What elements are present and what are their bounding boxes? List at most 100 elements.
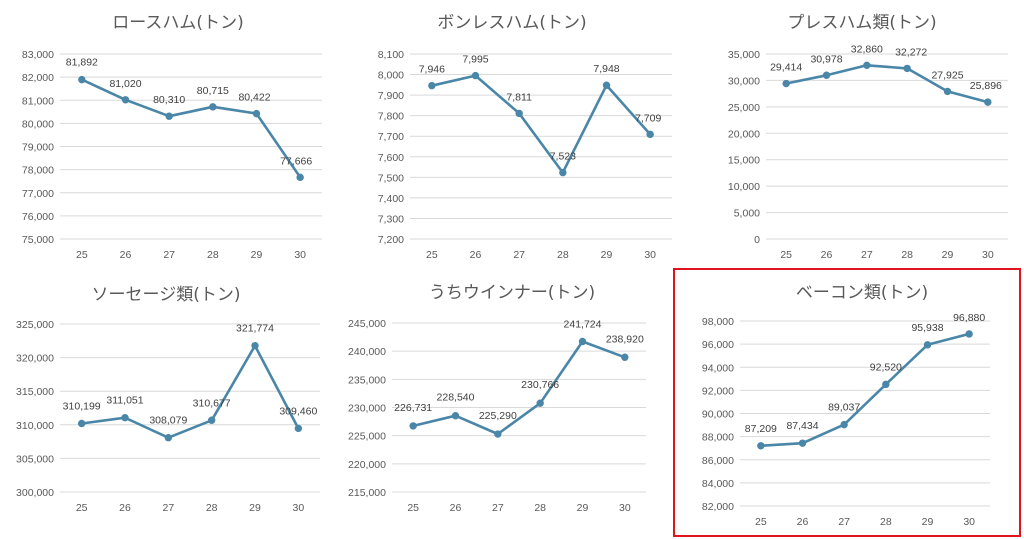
- chart-panel-boneless-ham: ボンレスハム(トン) 7,200 7,300 7,400 7,500 7,600 7,700…: [342, 0, 682, 270]
- x-tick-label: 30: [292, 502, 304, 514]
- y-tick-label: 320,000: [16, 353, 54, 365]
- data-label: 230,766: [521, 379, 559, 391]
- y-tick-label: 10,000: [728, 181, 760, 193]
- data-label: 7,709: [635, 112, 661, 124]
- chart-title: プレスハム類(トン): [787, 13, 936, 33]
- y-tick-label: 5,000: [734, 208, 760, 220]
- y-tick-label: 83,000: [22, 49, 54, 61]
- data-point: [294, 424, 303, 433]
- data-label: 81,020: [109, 78, 141, 90]
- y-tick-label: 7,800: [378, 111, 404, 123]
- data-label: 225,290: [479, 410, 517, 422]
- data-label: 309,460: [279, 405, 317, 417]
- data-point: [451, 412, 460, 420]
- y-tick-label: 230,000: [348, 403, 386, 415]
- data-label: 80,422: [238, 92, 270, 104]
- y-tick-label: 15,000: [728, 155, 760, 167]
- y-tick-label: 90,000: [702, 409, 734, 421]
- data-label: 92,520: [870, 361, 902, 373]
- x-tick-label: 25: [780, 249, 792, 261]
- x-tick-label: 29: [249, 502, 261, 514]
- x-tick-label: 26: [450, 502, 462, 514]
- x-tick-label: 25: [407, 502, 419, 514]
- x-tick-label: 28: [880, 516, 892, 528]
- series-line: [431, 74, 652, 174]
- data-point: [251, 341, 259, 350]
- x-tick-label: 30: [963, 516, 975, 528]
- data-point: [121, 96, 130, 104]
- data-point: [252, 109, 261, 118]
- x-tick-label: 28: [207, 249, 219, 261]
- y-tick-label: 30,000: [728, 75, 760, 87]
- y-tick-label: 7,200: [378, 234, 404, 246]
- y-tick-label: 7,500: [378, 172, 404, 184]
- y-tick-label: 96,000: [702, 339, 734, 351]
- chart-svg: ベーコン類(トン) 82,000 84,000 86,000 88,000 90,000 9…: [702, 283, 990, 528]
- data-point: [840, 420, 848, 429]
- chart-panel-roast-ham: ロースハム(トン) 75,000 76,000 77,000 78,000 79,000 8…: [0, 0, 340, 270]
- y-tick-label: 325,000: [16, 319, 54, 331]
- y-tick-label: 300,000: [16, 487, 54, 499]
- x-tick-label: 29: [601, 249, 613, 261]
- data-label: 310,677: [193, 397, 231, 409]
- y-tick-label: 77,000: [22, 188, 54, 200]
- y-tick-label: 94,000: [702, 362, 734, 374]
- y-tick-label: 215,000: [348, 487, 386, 499]
- data-point: [943, 87, 952, 96]
- chart-panel-sausage: ソーセージ類(トン) 300,000 305,000 310,000 315,000 32…: [0, 270, 340, 539]
- data-point: [515, 109, 523, 118]
- data-point: [923, 341, 932, 349]
- data-label: 7,811: [506, 91, 532, 103]
- data-label: 27,925: [931, 69, 963, 81]
- data-label: 7,948: [593, 63, 619, 75]
- y-tick-label: 220,000: [348, 459, 386, 471]
- y-tick-label: 86,000: [702, 455, 734, 467]
- y-tick-label: 80,000: [22, 118, 54, 130]
- data-label: 95,938: [911, 322, 943, 334]
- data-point: [494, 430, 502, 438]
- data-label: 7,523: [550, 151, 576, 163]
- data-label: 87,209: [745, 423, 777, 435]
- x-tick-label: 28: [534, 502, 546, 514]
- data-label: 226,731: [394, 402, 432, 414]
- x-tick-label: 26: [821, 249, 833, 261]
- y-tick-label: 7,900: [378, 90, 404, 102]
- data-label: 96,880: [953, 312, 985, 324]
- data-point: [209, 103, 217, 111]
- series-line: [785, 64, 989, 104]
- x-tick-label: 29: [922, 516, 934, 528]
- data-point: [757, 442, 765, 450]
- chart-panel-wiener: うちウインナー(トン) 215,000 220,000 225,000 230,000 2…: [342, 270, 682, 539]
- x-tick-label: 29: [942, 249, 954, 261]
- data-label: 80,715: [197, 85, 229, 97]
- series-line: [81, 78, 302, 179]
- data-point: [984, 98, 992, 106]
- data-point: [798, 439, 807, 447]
- data-point: [621, 353, 629, 361]
- data-point: [164, 434, 173, 442]
- x-tick-label: 27: [861, 249, 873, 261]
- data-point: [903, 64, 911, 73]
- data-label: 311,051: [106, 395, 143, 407]
- chart-title: うちウインナー(トン): [429, 283, 595, 303]
- data-label: 30,978: [810, 53, 842, 65]
- x-tick-label: 30: [982, 249, 994, 261]
- data-label: 87,434: [786, 420, 818, 432]
- chart-svg: プレスハム類(トン) 0 5,000 10,000 15,000 20,000 25,000…: [728, 13, 1008, 261]
- x-tick-label: 26: [470, 249, 482, 261]
- y-tick-label: 35,000: [728, 49, 760, 61]
- y-tick-label: 92,000: [702, 385, 734, 397]
- data-label: 32,272: [895, 46, 927, 58]
- y-tick-label: 25,000: [728, 102, 760, 114]
- series-line: [760, 332, 970, 448]
- data-point: [78, 75, 86, 84]
- x-tick-label: 28: [206, 502, 218, 514]
- data-label: 308,079: [149, 415, 187, 427]
- x-tick-label: 27: [163, 249, 175, 261]
- x-tick-label: 27: [513, 249, 525, 261]
- y-tick-label: 7,300: [378, 213, 404, 225]
- data-label: 310,199: [63, 400, 101, 412]
- data-point: [428, 81, 436, 90]
- y-tick-label: 76,000: [22, 211, 54, 223]
